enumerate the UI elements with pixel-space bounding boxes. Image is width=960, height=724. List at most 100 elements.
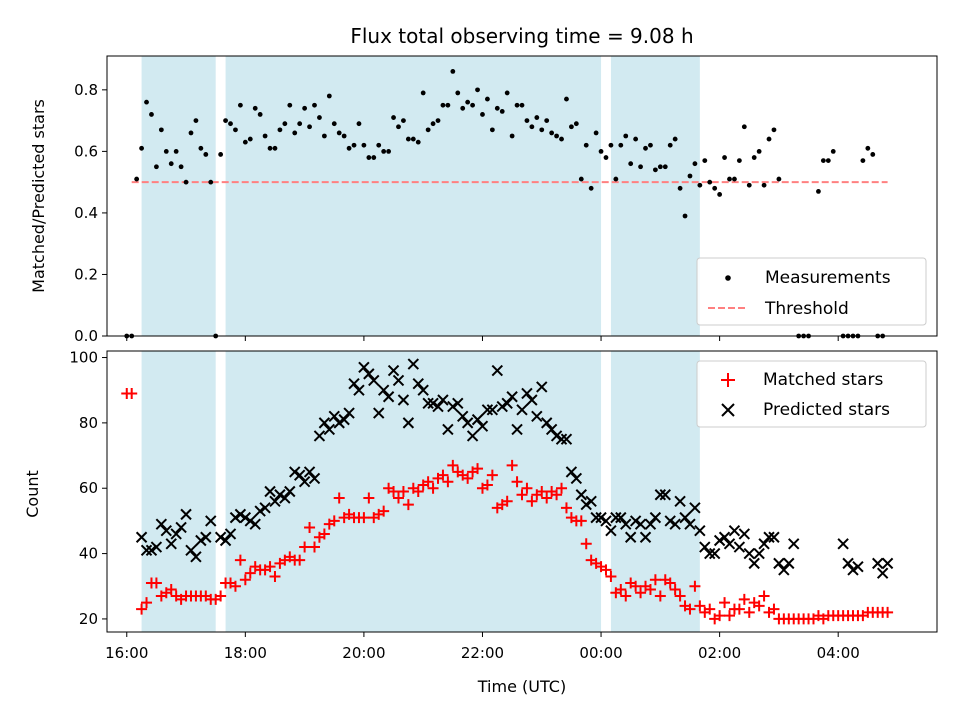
measurement-point — [534, 115, 540, 120]
predicted-point — [353, 384, 365, 396]
measurement-point — [746, 182, 752, 188]
measurement-point — [771, 127, 777, 133]
predicted-point — [536, 381, 548, 393]
predicted-point — [180, 508, 192, 521]
matched-point — [412, 486, 424, 497]
legend-threshold-label: Threshold — [764, 299, 849, 319]
measurement-point — [341, 133, 347, 139]
measurement-point — [623, 133, 629, 139]
measurement-point — [420, 90, 426, 96]
predicted-point — [718, 531, 731, 543]
predicted-point — [555, 433, 568, 445]
predicted-point — [412, 377, 424, 390]
predicted-point — [155, 518, 168, 530]
predicted-point — [684, 518, 696, 530]
predicted-point — [333, 417, 345, 429]
predicted-point — [575, 489, 587, 501]
predicted-point — [165, 538, 177, 550]
predicted-point — [249, 518, 261, 530]
predicted-point — [279, 492, 291, 504]
matched-point — [600, 564, 612, 576]
chart-title: Flux total observing time = 9.08 h — [350, 24, 693, 48]
measurement-point — [257, 112, 263, 117]
measurement-point — [707, 179, 713, 185]
measurement-point — [242, 139, 248, 145]
predicted-point — [358, 361, 370, 374]
bottom-legend-box — [696, 360, 927, 428]
measurement-point — [450, 68, 456, 74]
y-tick-label: 100 — [69, 349, 98, 367]
matched-point — [229, 580, 241, 592]
predicted-point — [852, 560, 864, 573]
predicted-point — [135, 531, 148, 543]
matched-point — [126, 387, 138, 399]
measurement-point — [272, 145, 278, 151]
y-tick-label: 0.2 — [74, 265, 98, 283]
matched-point — [758, 590, 770, 602]
measurement-point — [816, 188, 821, 194]
matched-point — [674, 590, 686, 602]
measurement-point — [425, 127, 431, 133]
matched-point — [719, 597, 731, 609]
measurement-point — [598, 148, 604, 154]
measurement-point — [480, 112, 485, 117]
matched-point — [392, 492, 404, 504]
matched-point — [541, 492, 553, 504]
matched-point — [551, 489, 563, 501]
x-tick-label: 16:00 — [105, 644, 148, 662]
matched-point — [486, 469, 498, 481]
measurement-point — [573, 121, 579, 127]
legend-predicted-label: Predicted stars — [763, 400, 890, 420]
matched-point — [437, 469, 449, 481]
observing-band — [141, 351, 216, 632]
top-y-axis-label: Matched/Predicted stars — [29, 99, 48, 293]
measurement-point — [297, 121, 303, 127]
measurement-point — [396, 124, 401, 130]
measurement-point — [682, 213, 688, 219]
measurement-point — [499, 108, 505, 114]
predicted-point — [303, 466, 316, 478]
measurement-point — [203, 152, 209, 157]
predicted-point — [585, 495, 597, 508]
matched-point — [649, 574, 661, 586]
matched-point — [363, 492, 375, 504]
predicted-point — [565, 466, 578, 478]
matched-point — [136, 603, 148, 615]
matched-point — [560, 502, 572, 514]
measurement-point — [741, 124, 747, 130]
predicted-point — [654, 489, 667, 501]
measurement-point — [282, 121, 288, 127]
measurement-point — [539, 127, 545, 133]
measurement-point — [583, 142, 589, 148]
measurement-point — [163, 148, 169, 154]
measurement-point — [593, 130, 599, 136]
measurement-point — [405, 136, 411, 142]
predicted-point — [723, 538, 736, 550]
measurement-point — [514, 102, 520, 108]
predicted-point — [427, 397, 439, 409]
measurement-point — [756, 148, 762, 154]
measurement-point — [652, 167, 658, 173]
predicted-point — [629, 515, 642, 527]
predicted-point — [437, 394, 449, 406]
measurement-point — [638, 164, 643, 170]
measurement-point — [662, 164, 668, 170]
predicted-point — [382, 391, 395, 403]
measurement-point — [336, 130, 342, 136]
predicted-point — [753, 547, 765, 560]
predicted-point — [145, 544, 158, 557]
top-y-ticks: 0.0 0.2 0.4 0.6 0.8 — [74, 81, 107, 345]
x-tick-label: 22:00 — [461, 644, 504, 662]
measurement-point — [134, 176, 140, 182]
predicted-point — [293, 469, 306, 481]
y-tick-label: 20 — [79, 610, 98, 628]
predicted-point — [704, 547, 716, 560]
bottom-bands — [141, 351, 700, 632]
measurement-point — [736, 158, 742, 164]
predicted-point — [674, 495, 686, 508]
predicted-point — [605, 525, 617, 537]
predicted-point — [872, 557, 884, 570]
predicted-point — [669, 518, 681, 530]
matched-point — [526, 495, 538, 507]
matched-point — [669, 584, 681, 596]
